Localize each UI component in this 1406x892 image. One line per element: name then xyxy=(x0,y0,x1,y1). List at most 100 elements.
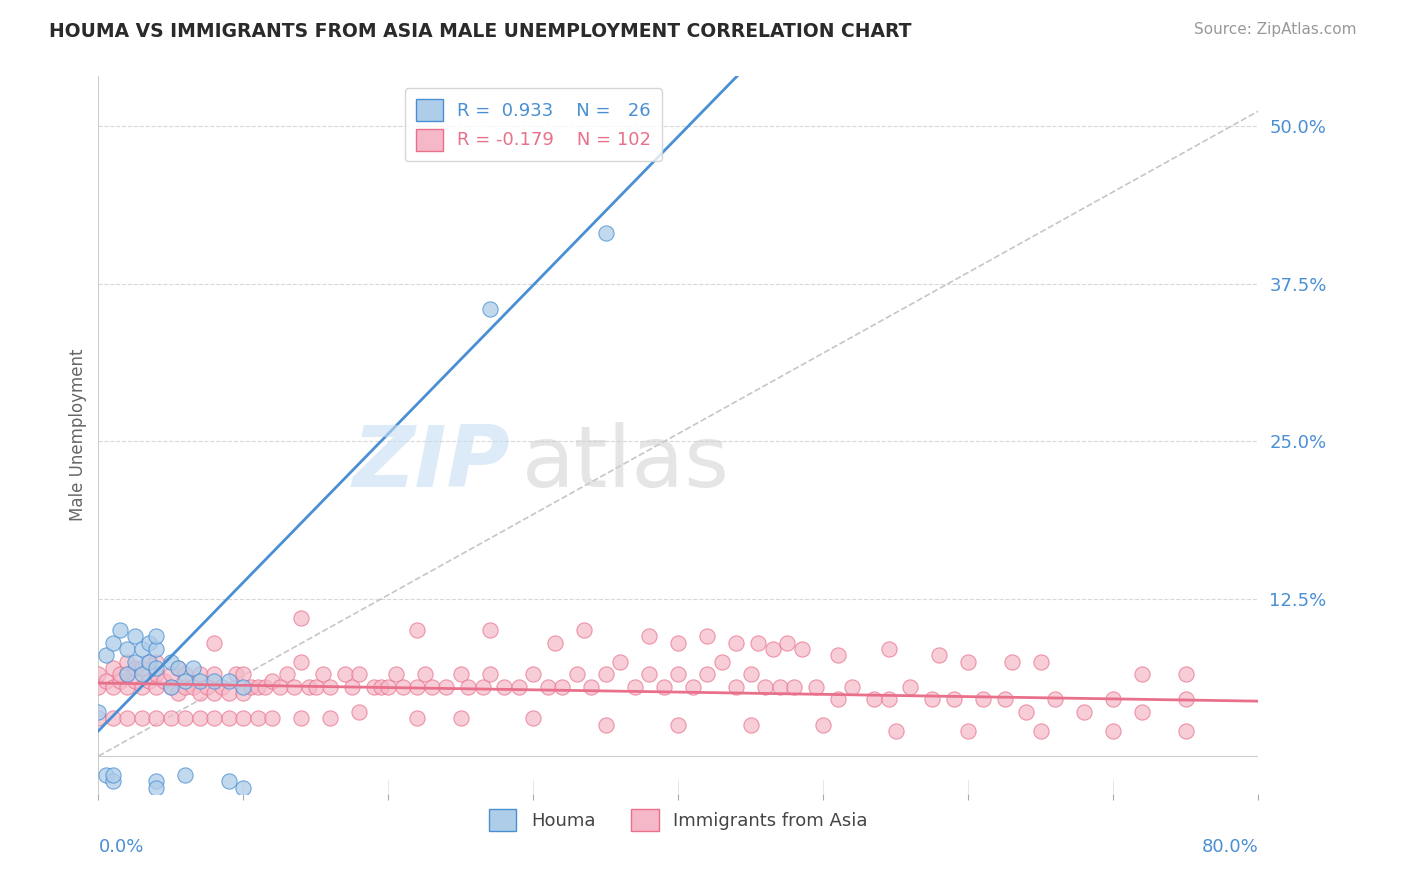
Point xyxy=(1174,667,1197,681)
Point xyxy=(436,680,458,694)
Point xyxy=(551,680,574,694)
Point xyxy=(218,686,240,700)
Point xyxy=(305,680,328,694)
Point xyxy=(94,673,117,688)
Point xyxy=(478,623,501,637)
Point xyxy=(1102,692,1125,706)
Point xyxy=(283,680,305,694)
Point xyxy=(696,667,718,681)
Point xyxy=(298,680,321,694)
Point xyxy=(921,692,943,706)
Point xyxy=(666,636,689,650)
Y-axis label: Male Unemployment: Male Unemployment xyxy=(69,349,87,521)
Point xyxy=(131,642,153,657)
Point xyxy=(211,680,233,694)
Point xyxy=(406,680,429,694)
Point xyxy=(478,667,501,681)
Point xyxy=(124,655,146,669)
Point xyxy=(174,673,197,688)
Point xyxy=(131,667,153,681)
Point xyxy=(494,680,516,694)
Point xyxy=(377,680,399,694)
Point xyxy=(225,667,247,681)
Point xyxy=(349,667,371,681)
Point xyxy=(87,680,110,694)
Point xyxy=(174,768,197,782)
Point xyxy=(101,636,124,650)
Point xyxy=(269,680,291,694)
Point xyxy=(609,655,631,669)
Point xyxy=(117,711,139,725)
Point xyxy=(145,667,167,681)
Point xyxy=(290,610,312,624)
Point xyxy=(478,301,501,316)
Point xyxy=(188,711,211,725)
Point xyxy=(145,655,167,669)
Point xyxy=(1045,692,1067,706)
Point xyxy=(884,723,907,738)
Text: 0.0%: 0.0% xyxy=(98,838,143,856)
Point xyxy=(101,711,124,725)
Point xyxy=(762,642,785,657)
Point xyxy=(457,680,479,694)
Point xyxy=(450,711,472,725)
Point xyxy=(957,723,980,738)
Point xyxy=(94,648,117,663)
Point xyxy=(522,711,544,725)
Point xyxy=(138,636,160,650)
Point xyxy=(160,655,183,669)
Point xyxy=(117,655,139,669)
Text: ZIP: ZIP xyxy=(353,422,510,505)
Point xyxy=(1130,705,1153,719)
Point xyxy=(87,711,110,725)
Point xyxy=(863,692,886,706)
Point xyxy=(195,680,218,694)
Point xyxy=(254,680,277,694)
Point xyxy=(900,680,922,694)
Point xyxy=(117,642,139,657)
Point xyxy=(232,780,254,795)
Point xyxy=(218,711,240,725)
Point xyxy=(87,667,110,681)
Point xyxy=(790,642,813,657)
Point xyxy=(262,673,284,688)
Text: Source: ZipAtlas.com: Source: ZipAtlas.com xyxy=(1194,22,1357,37)
Point xyxy=(174,680,197,694)
Point xyxy=(333,667,356,681)
Point xyxy=(1029,723,1052,738)
Point xyxy=(145,780,167,795)
Point xyxy=(384,667,406,681)
Point xyxy=(595,667,617,681)
Point xyxy=(188,673,211,688)
Point xyxy=(1029,655,1052,669)
Point xyxy=(783,680,806,694)
Point xyxy=(232,680,254,694)
Point xyxy=(1130,667,1153,681)
Point xyxy=(725,680,748,694)
Point xyxy=(276,667,298,681)
Point xyxy=(804,680,827,694)
Point xyxy=(312,667,335,681)
Point xyxy=(181,661,204,675)
Point xyxy=(370,680,392,694)
Point xyxy=(246,680,269,694)
Point xyxy=(218,774,240,789)
Point xyxy=(827,648,849,663)
Point xyxy=(131,680,153,694)
Point xyxy=(101,774,124,789)
Point xyxy=(204,686,226,700)
Point xyxy=(204,667,226,681)
Point xyxy=(117,667,139,681)
Point xyxy=(652,680,675,694)
Point xyxy=(877,642,900,657)
Point xyxy=(666,667,689,681)
Point xyxy=(392,680,415,694)
Point xyxy=(638,629,661,643)
Point xyxy=(413,667,436,681)
Point xyxy=(725,636,748,650)
Point xyxy=(1073,705,1095,719)
Point xyxy=(813,717,835,731)
Point xyxy=(204,673,226,688)
Point xyxy=(290,655,312,669)
Point xyxy=(827,692,849,706)
